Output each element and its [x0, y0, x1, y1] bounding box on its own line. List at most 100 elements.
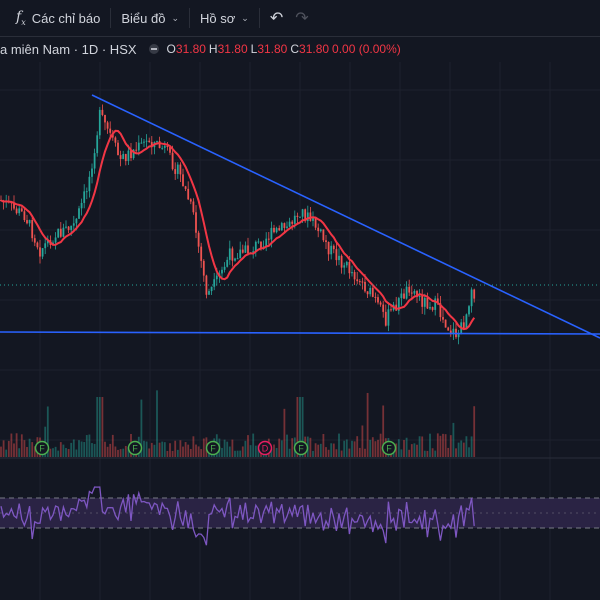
candle-body [226, 259, 229, 267]
symbol-title[interactable]: a miên Nam · 1D · HSX [0, 41, 137, 57]
candle-body [369, 287, 372, 295]
candle-body [2, 200, 5, 203]
candle-body [361, 281, 364, 283]
candle-body [65, 226, 67, 228]
candle-body [200, 246, 203, 261]
volume-bar [241, 446, 244, 457]
candle-body [153, 142, 156, 148]
candle-body [72, 223, 75, 226]
candle-body [364, 281, 366, 292]
candle-body [91, 168, 93, 177]
candle-body [137, 142, 140, 151]
event-badge-earnings[interactable]: F [127, 440, 143, 456]
candle-body [405, 286, 408, 299]
candle-body [236, 258, 239, 260]
candle-body [299, 216, 301, 218]
chart-type-button[interactable]: Biểu đồ ⌄ [115, 0, 185, 36]
candle-body [143, 141, 145, 143]
candle-body [301, 209, 304, 217]
profile-button[interactable]: Hồ sơ ⌄ [194, 0, 255, 36]
volume-bar [52, 448, 54, 457]
open-value: 31.80 [175, 42, 206, 56]
candle-body [291, 221, 294, 224]
candle-body [254, 241, 257, 252]
volume-bar [197, 446, 200, 457]
high-key: H [208, 42, 218, 56]
candle-body [387, 309, 390, 326]
volume-bar [148, 448, 151, 457]
candle-body [247, 245, 249, 254]
volume-bar [460, 440, 463, 457]
open-key: O [166, 42, 176, 56]
candle-body [223, 266, 226, 270]
candle-body [197, 232, 200, 247]
volume-bar [423, 450, 426, 457]
volume-bar [395, 443, 398, 457]
volume-bar [361, 425, 364, 457]
candle-body [57, 228, 60, 238]
candle-body [28, 219, 31, 224]
volume-bar [231, 439, 234, 457]
volume-bar [202, 438, 205, 457]
volume-bar [67, 449, 70, 457]
candle-body [114, 137, 117, 143]
volume-bar [10, 433, 13, 457]
volume-bar [288, 448, 291, 457]
volume-bar [462, 442, 465, 457]
candle-body [371, 287, 374, 297]
candle-body [179, 164, 182, 175]
candle-body [184, 186, 187, 189]
event-badge-earnings[interactable]: F [34, 440, 50, 456]
event-badge-earnings[interactable]: F [381, 440, 397, 456]
volume-bar [176, 449, 179, 457]
volume-bar [452, 422, 455, 457]
candle-body [41, 248, 44, 257]
volume-bar [278, 438, 281, 457]
volume-bar [124, 445, 127, 457]
candle-body [39, 247, 41, 257]
candle-body [169, 147, 171, 153]
event-badge-earnings[interactable]: F [205, 440, 221, 456]
volume-bar [429, 433, 431, 457]
candle-body [70, 225, 73, 230]
candle-body [265, 238, 268, 247]
volume-bar [236, 450, 239, 457]
candle-body [187, 188, 190, 200]
candle-body [88, 176, 91, 192]
volume-bar [127, 446, 130, 457]
candle-body [416, 291, 418, 298]
volume-bar [413, 443, 416, 457]
volume-bar [418, 436, 421, 457]
candle-body [208, 291, 210, 295]
volume-bar [13, 443, 15, 457]
candle-body [278, 228, 281, 231]
volume-bar [291, 438, 294, 457]
redo-button[interactable]: ↷ [289, 0, 314, 36]
candle-body [174, 169, 177, 174]
candle-body [132, 149, 135, 159]
candle-body [166, 145, 169, 148]
volume-bar [416, 444, 418, 457]
candle-body [158, 141, 161, 148]
candle-body [358, 281, 361, 283]
candle-body [400, 293, 403, 299]
candle-body [267, 238, 270, 240]
volume-bar [397, 439, 400, 457]
candle-body [304, 209, 307, 222]
event-badge-earnings[interactable]: F [293, 440, 309, 456]
candle-body [46, 240, 49, 244]
volume-bar [26, 446, 28, 457]
candle-body [156, 141, 158, 143]
volume-bars [0, 390, 476, 457]
candle-body [104, 114, 106, 123]
volume-bar [369, 439, 372, 457]
volume-bar [403, 440, 405, 457]
indicators-button[interactable]: fx Các chỉ báo [0, 0, 106, 36]
candle-body [111, 132, 114, 138]
volume-bar [78, 440, 80, 457]
event-badge-dividend[interactable]: D [257, 440, 273, 456]
undo-button[interactable]: ↶ [264, 0, 289, 36]
volume-bar [275, 447, 278, 457]
volume-bar [319, 443, 322, 457]
